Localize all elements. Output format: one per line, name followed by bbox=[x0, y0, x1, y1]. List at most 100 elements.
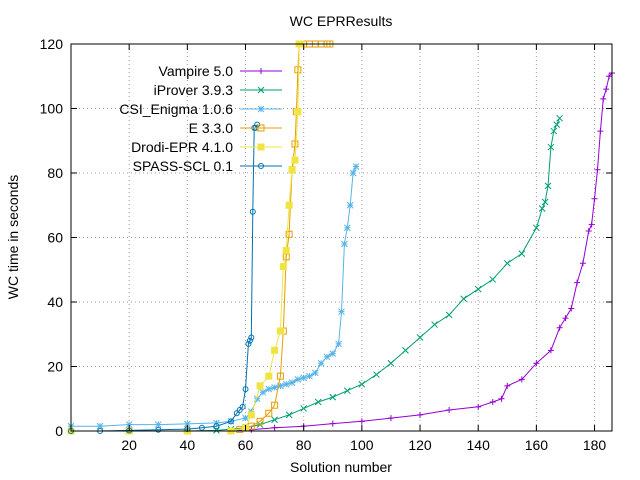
data-point bbox=[343, 224, 351, 232]
series-line bbox=[71, 124, 258, 432]
legend-label: Drodi-EPR 4.1.0 bbox=[131, 139, 233, 155]
data-point bbox=[277, 382, 284, 390]
data-point bbox=[556, 114, 563, 122]
legend-label: iProver 3.9.3 bbox=[154, 82, 234, 98]
series-0 bbox=[68, 70, 615, 434]
x-tick-label: 20 bbox=[121, 437, 137, 453]
data-point bbox=[257, 86, 265, 94]
data-point bbox=[503, 259, 511, 267]
data-point bbox=[246, 337, 253, 344]
data-point bbox=[460, 295, 468, 303]
data-point bbox=[338, 308, 345, 316]
chart-title: WC EPRResults bbox=[290, 13, 393, 29]
data-point bbox=[242, 386, 249, 393]
legend: Vampire 5.0 iProver 3.9.3 CSI_Enigma 1.0.6… bbox=[119, 63, 282, 174]
data-point bbox=[358, 380, 366, 388]
data-point bbox=[155, 426, 162, 433]
y-tick-label: 60 bbox=[47, 230, 63, 246]
data-point bbox=[285, 201, 293, 209]
data-point bbox=[282, 380, 290, 388]
data-point bbox=[597, 128, 604, 135]
data-point bbox=[183, 420, 191, 428]
data-point bbox=[314, 398, 322, 406]
data-point bbox=[323, 353, 331, 361]
data-point bbox=[248, 334, 255, 341]
data-point bbox=[271, 416, 278, 424]
series-5 bbox=[68, 121, 261, 434]
series-layer bbox=[67, 40, 615, 435]
y-tick-label: 40 bbox=[47, 294, 63, 310]
data-point bbox=[489, 276, 497, 283]
data-point bbox=[579, 260, 586, 267]
data-point bbox=[294, 108, 302, 116]
data-point bbox=[335, 340, 342, 348]
data-point bbox=[329, 393, 337, 401]
data-point bbox=[498, 395, 505, 402]
data-point bbox=[346, 201, 354, 209]
data-point bbox=[288, 166, 296, 174]
data-point bbox=[349, 169, 357, 177]
data-point bbox=[341, 240, 348, 248]
data-point bbox=[373, 371, 380, 378]
y-axis-label: WC time in seconds bbox=[5, 175, 21, 299]
data-point bbox=[343, 387, 351, 395]
data-point bbox=[247, 411, 255, 419]
data-point bbox=[311, 369, 319, 377]
x-tick-label: 60 bbox=[238, 437, 254, 453]
data-point bbox=[603, 86, 610, 93]
data-point bbox=[445, 311, 453, 319]
legend-label: CSI_Enigma 1.0.6 bbox=[119, 101, 233, 117]
series-line bbox=[71, 166, 357, 427]
data-point bbox=[568, 305, 575, 312]
data-point bbox=[294, 66, 302, 74]
data-point bbox=[258, 163, 264, 169]
y-tick-label: 120 bbox=[40, 36, 64, 52]
series-line bbox=[71, 72, 613, 432]
series-2 bbox=[67, 163, 360, 430]
data-point bbox=[556, 324, 563, 331]
data-point bbox=[285, 411, 293, 419]
data-point bbox=[329, 420, 336, 427]
data-point bbox=[518, 376, 525, 383]
data-point bbox=[227, 418, 234, 425]
data-point bbox=[96, 422, 104, 430]
data-point bbox=[294, 376, 302, 383]
data-point bbox=[541, 198, 549, 206]
data-point bbox=[588, 221, 595, 228]
data-point bbox=[248, 426, 255, 433]
data-point bbox=[402, 347, 409, 354]
data-point bbox=[271, 424, 278, 431]
data-point bbox=[256, 417, 264, 425]
data-point bbox=[257, 143, 265, 151]
data-point bbox=[125, 421, 133, 428]
x-tick-label: 140 bbox=[467, 437, 491, 453]
data-point bbox=[285, 230, 293, 238]
data-point bbox=[213, 419, 220, 427]
data-point bbox=[594, 166, 601, 173]
data-point bbox=[446, 407, 453, 414]
data-point bbox=[606, 73, 613, 80]
data-point bbox=[213, 423, 220, 430]
data-point bbox=[265, 409, 273, 417]
data-point bbox=[547, 143, 555, 151]
y-tick-label: 20 bbox=[47, 359, 63, 375]
y-tick-label: 80 bbox=[47, 165, 63, 181]
data-point bbox=[242, 414, 249, 422]
x-tick-label: 120 bbox=[408, 437, 432, 453]
data-point bbox=[271, 384, 278, 391]
y-tick-label: 100 bbox=[40, 101, 64, 117]
data-point bbox=[489, 398, 496, 405]
data-point bbox=[431, 321, 438, 328]
data-point bbox=[387, 359, 395, 367]
data-point bbox=[257, 105, 265, 113]
data-point bbox=[279, 263, 287, 271]
legend-label: Vampire 5.0 bbox=[159, 63, 234, 79]
data-point bbox=[585, 228, 592, 235]
x-tick-label: 160 bbox=[525, 437, 549, 453]
x-tick-label: 180 bbox=[583, 437, 607, 453]
x-axis-label: Solution number bbox=[290, 459, 392, 475]
data-point bbox=[300, 374, 308, 382]
data-point bbox=[416, 334, 424, 341]
data-point bbox=[504, 382, 511, 389]
axis-ticks: 20 40 60 80 100 120 140 160 180 0 20 40 60 80 100 120 bbox=[40, 36, 612, 453]
